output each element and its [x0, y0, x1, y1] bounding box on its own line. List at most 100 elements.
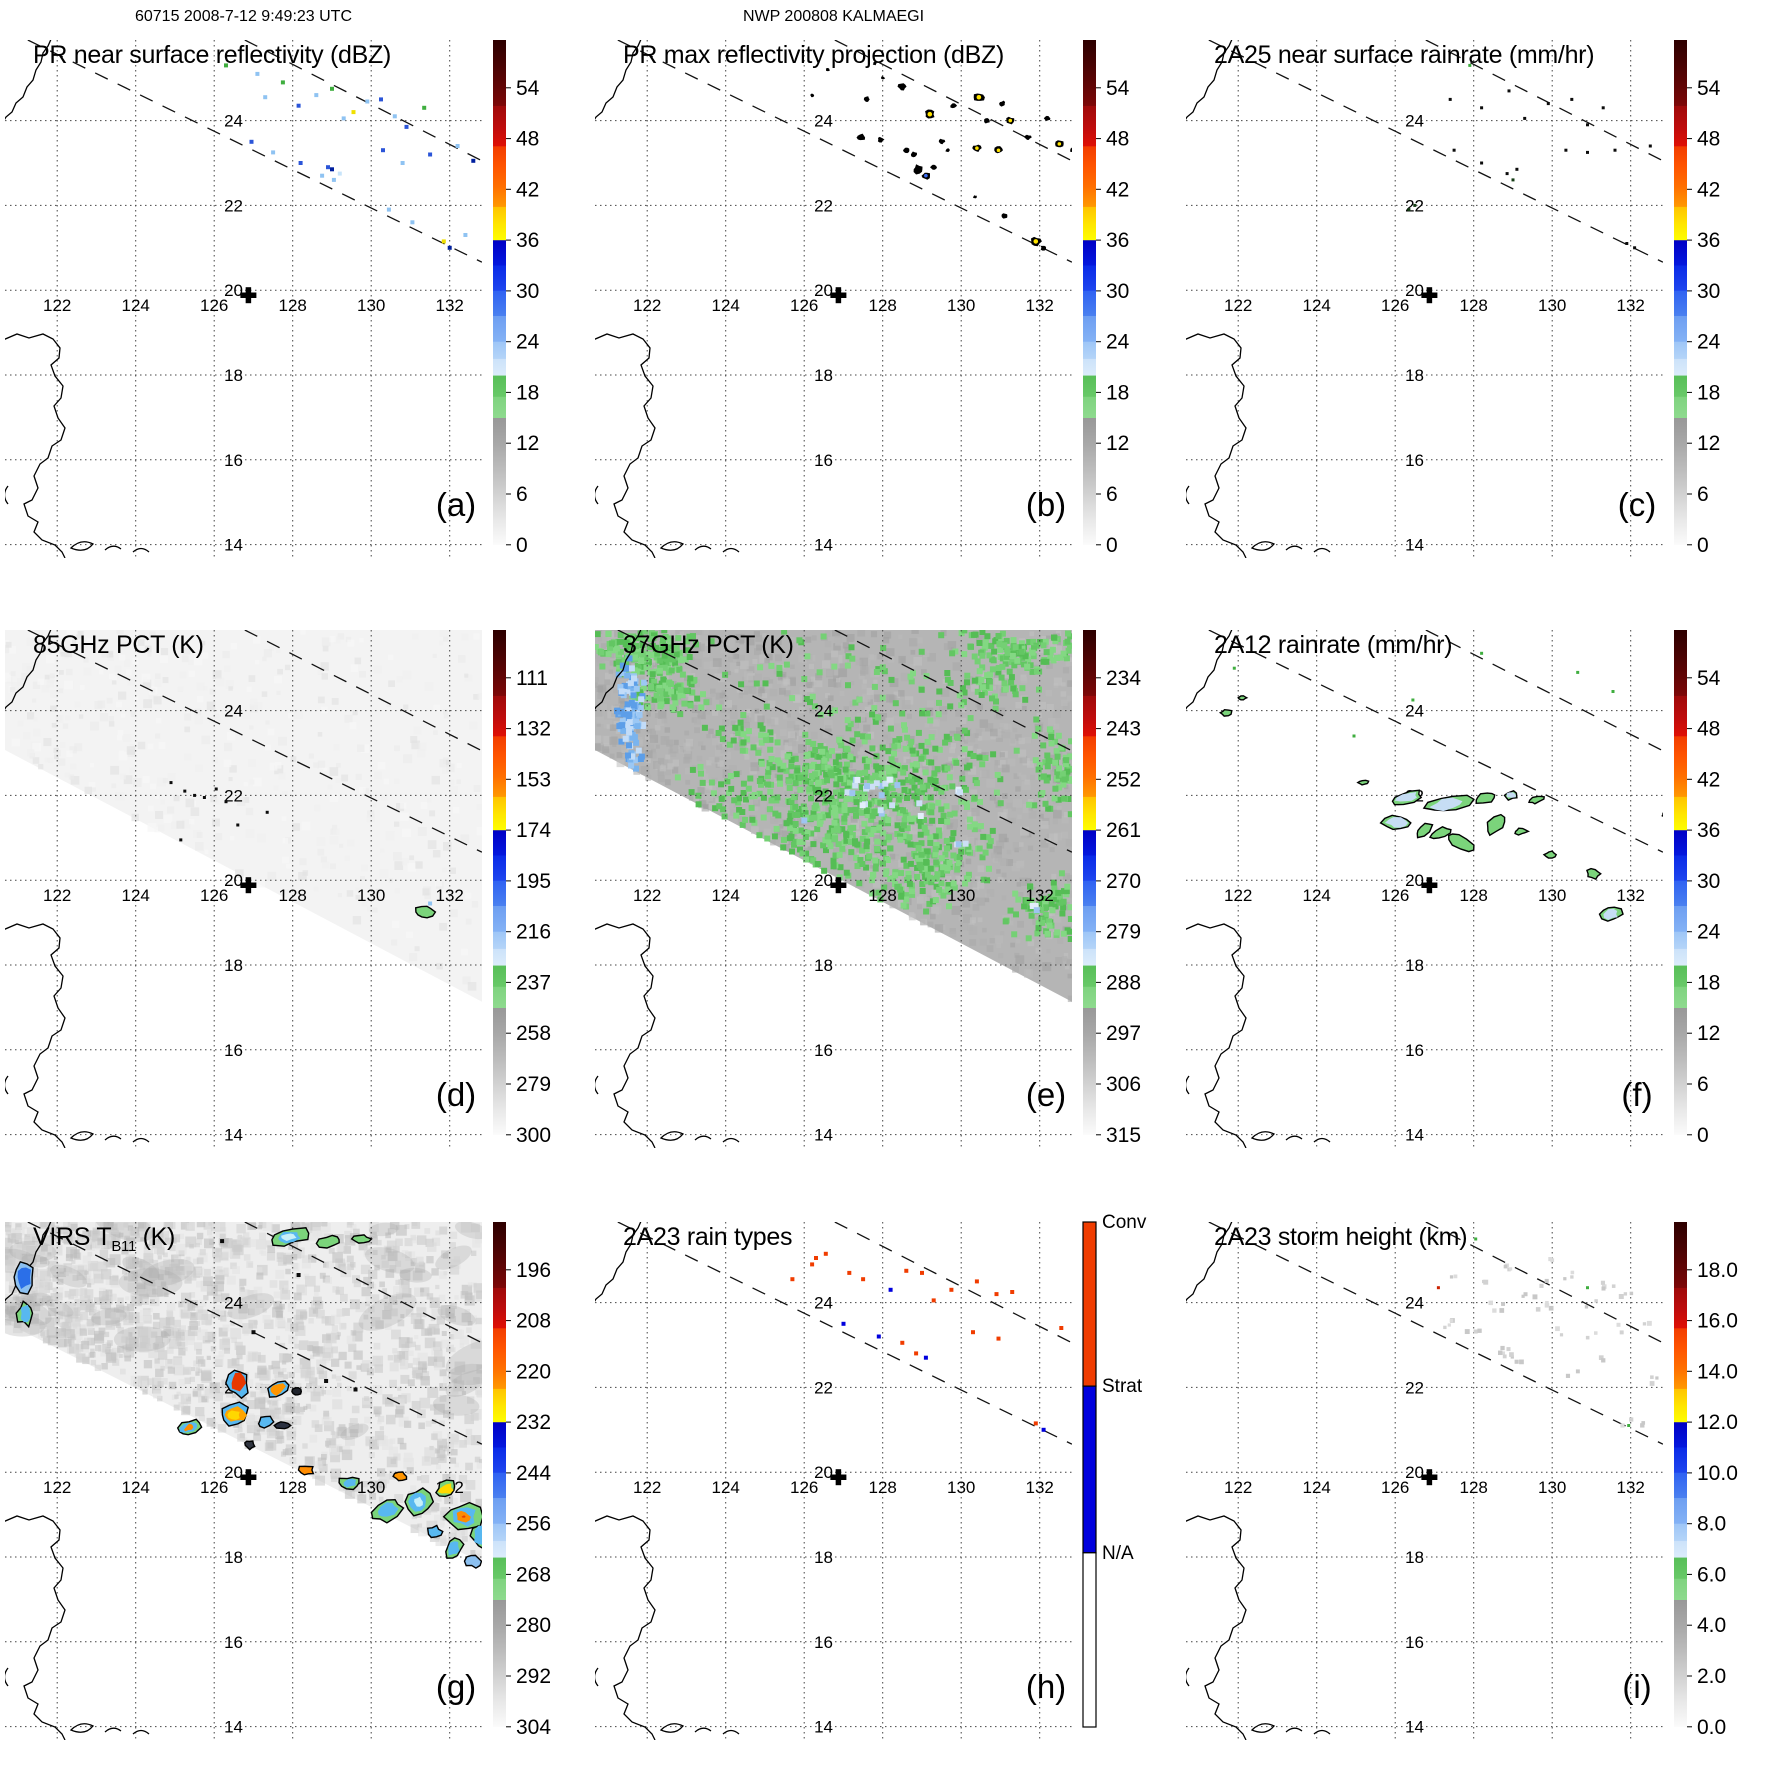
panel-title: 2A25 near surface rainrate (mm/hr) — [1214, 41, 1595, 69]
svg-text:24: 24 — [1405, 702, 1424, 721]
svg-text:24: 24 — [814, 702, 833, 721]
panel-title: PR near surface reflectivity (dBZ) — [33, 41, 391, 69]
panel-b: 24 22 20 18 16 14 122 124 126 128 130 132 54 48 42 36 30… — [590, 0, 1180, 590]
coastline — [5, 40, 150, 558]
svg-text:14: 14 — [1405, 1126, 1424, 1145]
colorbar: 18.016.014.012.010.08.06.04.02.00.0 — [1674, 1222, 1738, 1739]
panel-a: 24 22 20 18 16 14 122 124 126 128 130 132 54 48 42 36 30… — [0, 0, 590, 590]
svg-text:20: 20 — [224, 871, 243, 890]
panel-letter: (b) — [1025, 486, 1067, 523]
svg-text:14: 14 — [224, 536, 243, 555]
svg-text:48: 48 — [516, 128, 539, 151]
svg-text:124: 124 — [712, 296, 740, 315]
storm-center-marker — [240, 1469, 257, 1486]
svg-text:0: 0 — [1106, 534, 1118, 557]
panel-title: 85GHz PCT (K) — [33, 631, 204, 659]
svg-text:42: 42 — [1697, 178, 1720, 201]
svg-text:30: 30 — [516, 280, 539, 303]
colorbar: 54 48 42 36 30 24 18 12 6 0 — [493, 40, 540, 557]
svg-text:24: 24 — [224, 702, 243, 721]
svg-text:18: 18 — [1697, 971, 1720, 994]
coastline — [595, 40, 740, 558]
svg-text:6: 6 — [1106, 483, 1118, 506]
svg-text:16: 16 — [814, 451, 833, 470]
panel-f: 2422201816141221241261281301325448423630… — [1181, 590, 1771, 1180]
svg-text:30: 30 — [1106, 280, 1129, 303]
svg-text:18: 18 — [1697, 381, 1720, 404]
svg-text:20: 20 — [814, 281, 833, 300]
svg-text:42: 42 — [1697, 768, 1720, 791]
panel-h: 24 22 20 18 16 14 122 124 126 128 130 132 Conv Strat N… — [590, 1182, 1180, 1771]
svg-text:0: 0 — [516, 534, 528, 557]
svg-text:126: 126 — [1381, 886, 1409, 905]
svg-text:153: 153 — [516, 768, 551, 791]
svg-text:42: 42 — [516, 178, 539, 201]
colorbar: 234 243 252 261 270 279 288 297 306 315 — [1083, 630, 1141, 1147]
svg-text:128: 128 — [869, 296, 897, 315]
svg-text:306: 306 — [1106, 1073, 1141, 1096]
panel-c: 24 22 20 18 16 14 122 124 126 128 130 132 54 48 42 36 30… — [1181, 0, 1771, 590]
svg-text:20: 20 — [1405, 871, 1424, 890]
svg-text:16: 16 — [224, 451, 243, 470]
coastline — [1186, 1222, 1331, 1740]
panel-title: 37GHz PCT (K) — [623, 631, 794, 659]
svg-text:234: 234 — [1106, 667, 1141, 690]
svg-text:24: 24 — [224, 112, 243, 131]
svg-text:122: 122 — [43, 886, 71, 905]
panel-letter: (a) — [435, 486, 477, 523]
svg-text:128: 128 — [279, 886, 307, 905]
svg-text:279: 279 — [1106, 921, 1141, 944]
panel-title: 2A12 rainrate (mm/hr) — [1214, 631, 1453, 659]
panel-letter: (h) — [1025, 1668, 1067, 1705]
svg-text:124: 124 — [1303, 296, 1331, 315]
svg-text:6: 6 — [516, 483, 528, 506]
svg-text:30: 30 — [1697, 870, 1720, 893]
svg-text:130: 130 — [1538, 296, 1566, 315]
svg-text:14: 14 — [814, 1126, 833, 1145]
svg-text:14: 14 — [1405, 536, 1424, 555]
svg-text:130: 130 — [947, 886, 975, 905]
svg-text:16: 16 — [224, 1041, 243, 1060]
coastline — [1186, 630, 1331, 1148]
svg-text:18: 18 — [516, 381, 539, 404]
svg-text:12: 12 — [1697, 1022, 1720, 1045]
panel-i: 24 22 20 18 16 14 122 124 126 128 130 132 18.0 16.0 14… — [1181, 1182, 1771, 1771]
svg-text:237: 237 — [516, 971, 551, 994]
svg-text:258: 258 — [516, 1022, 551, 1045]
svg-text:288: 288 — [1106, 971, 1141, 994]
svg-text:16: 16 — [814, 1041, 833, 1060]
svg-text:48: 48 — [1697, 128, 1720, 151]
svg-text:126: 126 — [200, 886, 228, 905]
storm-center-marker — [1421, 877, 1438, 894]
colorbar: 54 48 42 36 30 24 18 12 6 0 — [1674, 630, 1721, 1147]
svg-text:12: 12 — [1697, 432, 1720, 455]
coastline — [1186, 40, 1331, 558]
panel-letter: (g) — [435, 1668, 477, 1705]
svg-text:24: 24 — [1106, 331, 1130, 354]
svg-text:48: 48 — [1697, 718, 1720, 741]
colorbar: 111 132 153 174 195 216 237 258 279 300 — [493, 630, 551, 1147]
svg-text:16: 16 — [1405, 451, 1424, 470]
svg-text:130: 130 — [357, 296, 385, 315]
svg-text:18: 18 — [1405, 956, 1424, 975]
svg-text:124: 124 — [712, 886, 740, 905]
svg-text:300: 300 — [516, 1124, 551, 1147]
svg-text:20: 20 — [1405, 281, 1424, 300]
storm-center-marker — [1421, 1469, 1438, 1486]
svg-text:270: 270 — [1106, 870, 1141, 893]
svg-text:20: 20 — [814, 871, 833, 890]
svg-text:124: 124 — [122, 296, 150, 315]
svg-text:48: 48 — [1106, 128, 1129, 151]
svg-text:14: 14 — [224, 1126, 243, 1145]
svg-text:18: 18 — [1405, 366, 1424, 385]
svg-text:252: 252 — [1106, 768, 1141, 791]
